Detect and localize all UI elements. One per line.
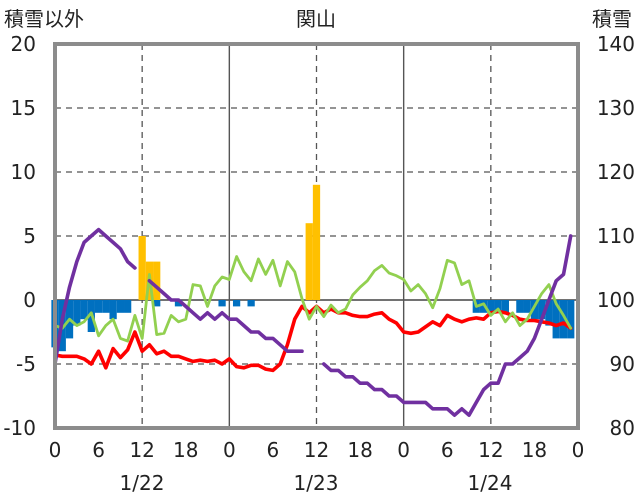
blue-bar [567, 300, 575, 339]
purple-line [147, 278, 304, 354]
x-tick-label: 12 [478, 438, 503, 462]
plot-frame [53, 42, 580, 430]
left-tick-label: 5 [23, 224, 36, 248]
date-label-1-23: 1/23 [294, 471, 339, 495]
blue-bar [153, 300, 161, 307]
yellow-bar [305, 223, 313, 300]
left-tick-label: -5 [16, 352, 36, 376]
right-tick-label: 100 [597, 288, 635, 312]
x-tick-label: 0 [49, 438, 62, 462]
x-tick-label: 18 [522, 438, 547, 462]
date-label-1-22: 1/22 [120, 471, 165, 495]
blue-bar [80, 300, 88, 320]
blue-bar [232, 300, 241, 307]
left-tick-label: -10 [3, 416, 36, 440]
left-tick-label: 20 [11, 32, 36, 56]
green-line [53, 255, 573, 343]
left-axis-title: 積雪以外 [4, 7, 84, 31]
left-tick-label: 10 [11, 160, 36, 184]
purple-line [321, 234, 573, 418]
yellow-bar [153, 261, 161, 300]
x-tick-label: 6 [441, 438, 454, 462]
lines-layer [53, 227, 573, 418]
blue-bar [538, 300, 546, 320]
blue-bar [73, 300, 81, 326]
chart-title: 関山 [296, 7, 336, 31]
x-tick-label: 12 [129, 438, 154, 462]
right-axis-title: 積雪 [592, 7, 632, 31]
right-tick-label: 120 [597, 160, 635, 184]
blue-bar [545, 300, 553, 326]
date-label-1-24: 1/24 [468, 471, 513, 495]
x-tick-label: 0 [572, 438, 585, 462]
x-tick-label: 18 [173, 438, 198, 462]
x-tick-label: 12 [304, 438, 329, 462]
right-tick-label: 90 [610, 352, 635, 376]
bars-layer [51, 184, 575, 352]
blue-bar [552, 300, 560, 339]
x-tick-label: 0 [397, 438, 410, 462]
purple-line [53, 227, 137, 366]
x-tick-label: 0 [223, 438, 236, 462]
blue-bar [516, 300, 524, 313]
left-tick-label: 0 [23, 288, 36, 312]
right-tick-label: 80 [610, 416, 635, 440]
x-tick-label: 6 [267, 438, 280, 462]
right-tick-label: 130 [597, 96, 635, 120]
x-tick-label: 18 [347, 438, 372, 462]
red-line [53, 304, 573, 373]
left-tick-label: 15 [11, 96, 36, 120]
right-tick-label: 110 [597, 224, 635, 248]
blue-bar [559, 300, 568, 339]
right-tick-label: 140 [597, 32, 635, 56]
blue-bar [247, 300, 255, 307]
blue-bar [523, 300, 531, 313]
blue-bar [94, 300, 103, 313]
yellow-bar [312, 184, 321, 300]
blue-bar [494, 300, 502, 313]
blue-bar [124, 300, 132, 313]
blue-bar [116, 300, 125, 313]
yellow-bar [138, 236, 146, 300]
blue-bar [501, 300, 509, 313]
blue-bar [530, 300, 539, 320]
blue-bar [109, 300, 117, 320]
blue-bar [218, 300, 226, 307]
blue-bar [102, 300, 110, 313]
x-tick-label: 6 [92, 438, 105, 462]
blue-bar [174, 300, 183, 307]
blue-bar [487, 300, 495, 313]
